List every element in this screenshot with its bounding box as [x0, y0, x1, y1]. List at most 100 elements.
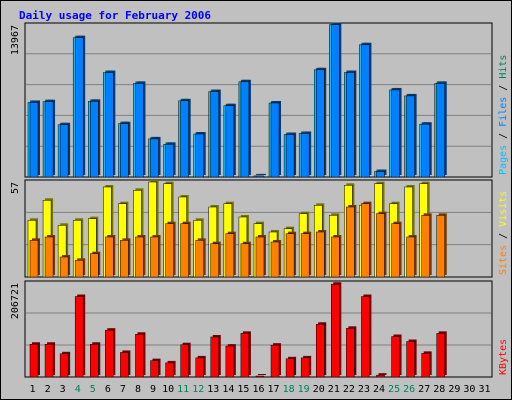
files-bar: [210, 91, 220, 178]
files-bar: [270, 102, 280, 178]
day-label: 8: [135, 384, 141, 395]
day-label: 16: [252, 384, 264, 395]
hits-files-bars: [27, 22, 447, 178]
kbytes-bar: [436, 333, 445, 378]
sites-bar: [180, 223, 189, 278]
legend-label: Files: [498, 97, 509, 127]
kbytes-bar: [180, 344, 189, 378]
files-bar: [74, 37, 84, 178]
day-axis-labels: 1 2 3 4 5 6 7 8 9 10 11 12 13 14 15 16 17 18 19 20 21 22 23 24 2…: [30, 384, 491, 395]
day-label: 4: [75, 384, 81, 395]
day-label: 17: [268, 384, 280, 395]
day-label: 25: [388, 384, 400, 395]
day-label: 31: [478, 384, 490, 395]
day-label: 2: [45, 384, 51, 395]
day-label: 15: [237, 384, 249, 395]
kbytes-bar: [300, 357, 310, 378]
files-bar: [59, 124, 69, 178]
day-label: 28: [433, 384, 445, 395]
sites-bar: [285, 233, 295, 278]
day-label: 22: [343, 384, 355, 395]
sites-bar: [135, 236, 144, 278]
files-bar: [436, 83, 445, 178]
sites-bar: [436, 215, 445, 278]
legend-label: Hits: [498, 55, 509, 79]
sites-bar: [29, 240, 39, 278]
files-bar: [180, 100, 189, 178]
kbytes-bar: [150, 360, 159, 378]
kbytes-bar: [240, 333, 250, 378]
sites-visits-legend: Sites / Visits: [498, 191, 509, 275]
kbytes-bar: [391, 336, 400, 378]
day-label: 7: [120, 384, 126, 395]
kbytes-bar: [270, 344, 280, 378]
day-label: 24: [373, 384, 385, 395]
kbytes-bar: [255, 375, 265, 378]
sites-bar: [90, 253, 99, 278]
files-bar: [135, 83, 144, 178]
sites-bar: [150, 236, 159, 278]
files-bar: [105, 72, 114, 178]
files-bar: [120, 123, 129, 178]
day-label: 18: [283, 384, 295, 395]
legend-label: Visits: [498, 191, 509, 227]
sites-bar: [376, 213, 385, 278]
kbytes-bar: [135, 334, 144, 378]
kbytes-bar: [165, 362, 174, 378]
day-label: 23: [358, 384, 370, 395]
sites-bar: [421, 215, 430, 278]
hits-files-panel: 13967 Pages / Files / Hits: [10, 22, 509, 178]
sites-bar: [225, 233, 235, 278]
hits-axis-max-label: 13967: [10, 25, 21, 55]
files-bar: [346, 72, 355, 178]
files-bar: [225, 105, 235, 178]
day-label: 19: [298, 384, 310, 395]
files-bar: [361, 44, 370, 178]
kbytes-bar: [210, 336, 220, 378]
day-label: 6: [105, 384, 111, 395]
kbytes-bar: [406, 341, 415, 378]
day-label: 10: [162, 384, 174, 395]
sites-visits-bars: [27, 180, 447, 278]
sites-bar: [195, 240, 204, 278]
day-label: 5: [90, 384, 96, 395]
day-label: 12: [192, 384, 204, 395]
files-bar: [376, 171, 385, 178]
sites-bar: [300, 233, 310, 278]
sites-bar: [346, 206, 355, 278]
sites-bar: [105, 236, 114, 278]
kbytes-bar: [315, 324, 325, 378]
day-label: 30: [463, 384, 475, 395]
legend-label: /: [498, 79, 509, 97]
sites-bar: [120, 240, 129, 278]
kbytes-bar: [376, 374, 385, 378]
kbytes-bar: [74, 296, 84, 378]
files-bar-shadow: [257, 173, 266, 175]
files-bar: [240, 81, 250, 178]
kbytes-bar: [331, 283, 340, 378]
kbytes-bar: [90, 344, 99, 378]
kbytes-bar: [346, 328, 355, 378]
files-bar: [285, 134, 295, 178]
kbytes-bars: [29, 282, 447, 378]
kbytes-bar: [29, 344, 39, 378]
sites-bar: [391, 223, 400, 278]
kbytes-bar: [225, 345, 235, 378]
legend-label: /: [498, 127, 509, 145]
day-label: 29: [448, 384, 460, 395]
kbytes-bar-shadow: [378, 373, 387, 375]
kbytes-bar: [105, 329, 114, 378]
files-bar: [255, 175, 265, 178]
kbytes-bar: [361, 296, 370, 378]
legend-label: KBytes: [498, 339, 509, 375]
files-bar: [195, 133, 204, 178]
files-bar: [421, 123, 430, 178]
day-label: 1: [30, 384, 36, 395]
kbytes-bar-shadow: [257, 374, 266, 375]
sites-bar: [165, 223, 174, 278]
legend-label: Sites: [498, 245, 509, 275]
files-bar: [90, 101, 99, 178]
kbytes-panel: 206721 KBytes: [10, 280, 509, 378]
kbytes-bar: [120, 352, 129, 378]
